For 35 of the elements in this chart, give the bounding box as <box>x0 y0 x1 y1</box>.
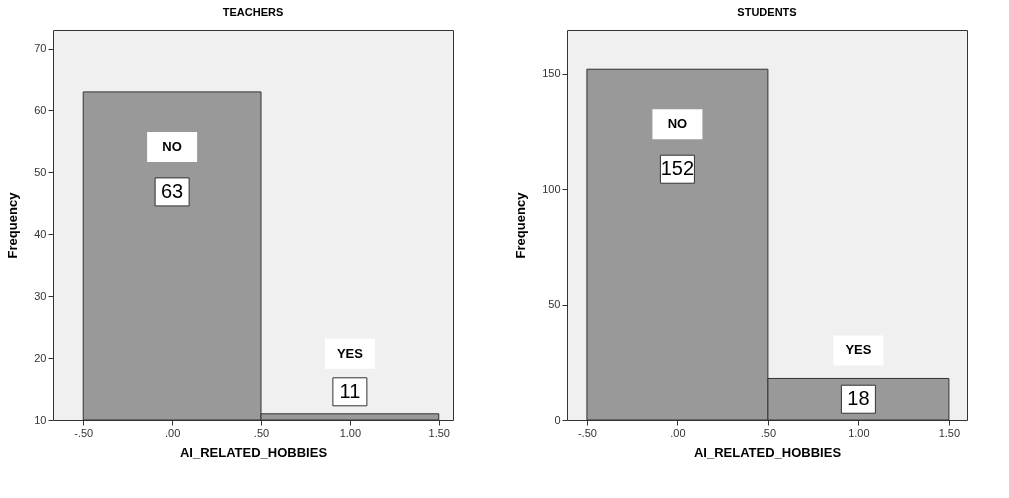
y-tick-label: 50 <box>548 298 561 311</box>
y-tick-label: 0 <box>554 413 561 426</box>
x-tick-label: 1.00 <box>848 426 870 439</box>
x-tick-label: .00 <box>670 426 686 439</box>
y-tick-label: 100 <box>542 182 561 195</box>
y-tick-label: 40 <box>34 227 47 240</box>
data-label: 18 <box>847 387 870 410</box>
x-tick-label: 1.00 <box>339 426 362 439</box>
data-label: 152 <box>660 157 695 180</box>
y-tick-label: 10 <box>34 413 47 426</box>
x-tick-label: 1.50 <box>938 426 961 439</box>
annotation: NO <box>162 138 182 154</box>
x-axis-title: AI_RELATED_HOBBIES <box>179 444 328 460</box>
annotation: YES <box>336 345 364 361</box>
x-tick-label: -.50 <box>577 426 597 439</box>
y-axis-title: Frequency <box>5 191 21 259</box>
data-label: 11 <box>339 379 361 402</box>
x-tick-label: 1.50 <box>428 426 450 439</box>
chart-title: TEACHERS <box>222 6 284 18</box>
y-tick-label: 60 <box>34 103 47 116</box>
y-tick-label: 150 <box>542 67 561 80</box>
x-axis-title: AI_RELATED_HOBBIES <box>693 444 842 460</box>
chart-title: STUDENTS <box>737 6 797 18</box>
x-tick-label: .00 <box>164 426 181 439</box>
x-tick-label: .50 <box>760 426 777 439</box>
annotation: YES <box>845 342 872 358</box>
x-tick-label: -.50 <box>74 426 94 439</box>
annotation: NO <box>667 116 688 132</box>
x-tick-label: .50 <box>253 426 270 439</box>
data-label: 63 <box>160 179 184 202</box>
y-tick-label: 50 <box>34 165 47 178</box>
y-tick-label: 20 <box>34 351 47 364</box>
y-tick-label: 30 <box>34 289 47 302</box>
y-tick-label: 70 <box>34 42 47 55</box>
y-axis-title: Frequency <box>513 191 529 259</box>
